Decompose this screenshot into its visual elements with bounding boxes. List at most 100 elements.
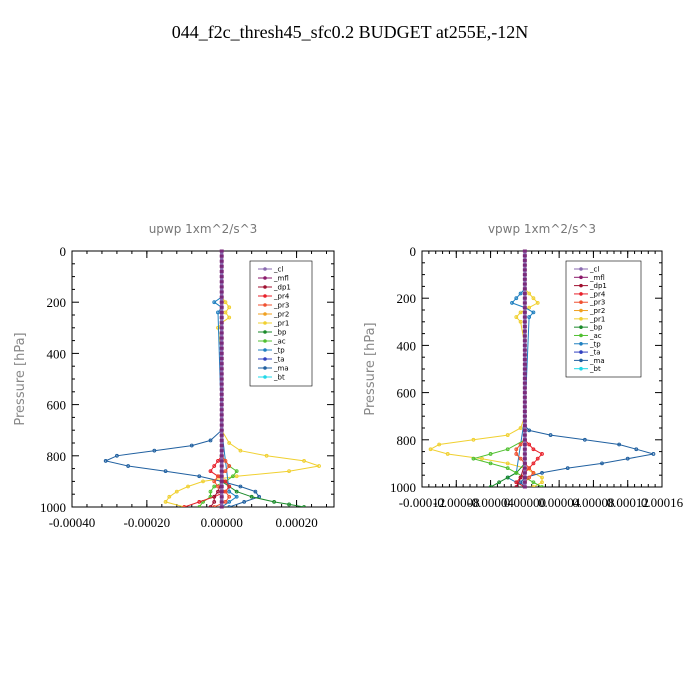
data-point: [518, 456, 523, 461]
zero-marker: [219, 377, 224, 381]
y-tick-label: 1000: [390, 480, 416, 495]
data-point: [514, 480, 519, 485]
zero-marker: [522, 391, 527, 395]
zero-marker: [219, 372, 224, 376]
zero-marker: [522, 282, 527, 286]
data-point: [531, 296, 536, 301]
zero-marker: [522, 471, 527, 475]
zero-marker: [522, 329, 527, 333]
data-point: [505, 433, 510, 437]
data-point: [518, 291, 523, 296]
x-tick-label: 0.00008: [572, 495, 614, 510]
y-tick-label: 600: [397, 386, 417, 401]
data-point: [488, 452, 493, 456]
data-point: [531, 310, 536, 315]
x-tick-label: 0.00000: [201, 515, 243, 530]
data-point: [514, 452, 519, 456]
legend-marker: [263, 348, 267, 352]
zero-marker: [522, 301, 527, 305]
zero-marker: [219, 367, 224, 371]
y-tick-label: 200: [397, 291, 417, 306]
legend-label: _ta: [273, 356, 285, 364]
data-point: [223, 499, 228, 504]
data-point: [287, 469, 291, 474]
zero-marker: [219, 321, 224, 325]
legend-label: _cl: [273, 266, 283, 274]
zero-marker: [219, 500, 224, 504]
data-point: [471, 456, 476, 461]
data-point: [272, 499, 277, 504]
zero-marker: [219, 408, 224, 412]
zero-marker: [522, 376, 527, 380]
y-axis-label: Pressure [hPa]: [363, 322, 378, 415]
data-point: [518, 475, 523, 480]
data-point: [208, 438, 213, 443]
data-point: [212, 505, 217, 507]
data-point: [488, 485, 493, 487]
zero-marker: [522, 424, 527, 428]
zero-marker: [219, 423, 224, 427]
legend-label: _pr4: [273, 293, 290, 301]
zero-marker: [219, 259, 224, 263]
series-line-pr4: [515, 251, 543, 487]
zero-marker: [219, 459, 224, 463]
zero-marker: [522, 339, 527, 343]
legend-marker: [579, 308, 583, 313]
zero-marker: [522, 381, 527, 385]
legend-label: _pr3: [273, 302, 289, 310]
data-point: [234, 489, 239, 494]
data-point: [227, 494, 232, 499]
data-point: [531, 447, 536, 452]
zero-marker: [522, 480, 527, 484]
data-point: [518, 310, 523, 315]
data-point: [182, 505, 187, 507]
legend-marker: [579, 283, 583, 288]
legend-marker: [579, 325, 583, 329]
legend-label: _pr1: [273, 320, 289, 328]
zero-marker: [522, 277, 527, 281]
data-point: [223, 479, 228, 484]
figure-title: 044_f2c_thresh45_sfc0.2 BUDGET at255E,-1…: [171, 22, 529, 42]
zero-marker: [219, 336, 224, 340]
zero-marker: [219, 346, 224, 350]
zero-marker: [219, 490, 224, 494]
data-point: [216, 489, 220, 494]
zero-marker: [522, 461, 527, 465]
zero-marker: [522, 372, 527, 376]
legend-marker: [263, 294, 267, 298]
legend-marker: [263, 285, 267, 289]
data-point: [302, 459, 306, 463]
data-point: [253, 489, 258, 494]
zero-marker: [219, 341, 224, 345]
data-point: [480, 456, 484, 461]
zero-marker: [219, 326, 224, 330]
data-point: [540, 480, 544, 485]
zero-marker: [219, 280, 224, 284]
zero-marker: [522, 447, 527, 451]
legend-label: _pr2: [273, 311, 289, 319]
data-point: [527, 305, 532, 310]
zero-marker: [219, 454, 224, 458]
data-point: [227, 499, 232, 504]
zero-marker: [522, 362, 527, 366]
data-point: [651, 452, 656, 456]
data-point: [535, 456, 540, 461]
series-line-tp: [506, 251, 535, 487]
data-point: [103, 459, 108, 463]
data-point: [197, 474, 202, 479]
data-point: [216, 310, 220, 315]
legend-label: _dp1: [589, 282, 607, 290]
legend-label: _mfl: [273, 275, 289, 283]
zero-marker: [219, 300, 224, 304]
data-point: [227, 464, 232, 468]
legend-label: _ta: [589, 349, 601, 357]
y-axis-label: Pressure [hPa]: [13, 332, 28, 425]
zero-marker: [219, 474, 224, 478]
x-tick-label: -0.00012: [399, 495, 446, 510]
series-line-pr1: [164, 251, 320, 507]
legend-marker: [263, 267, 267, 271]
data-point: [505, 447, 510, 452]
legend-label: _tp: [273, 347, 285, 355]
data-point: [227, 441, 232, 445]
zero-marker: [219, 449, 224, 453]
